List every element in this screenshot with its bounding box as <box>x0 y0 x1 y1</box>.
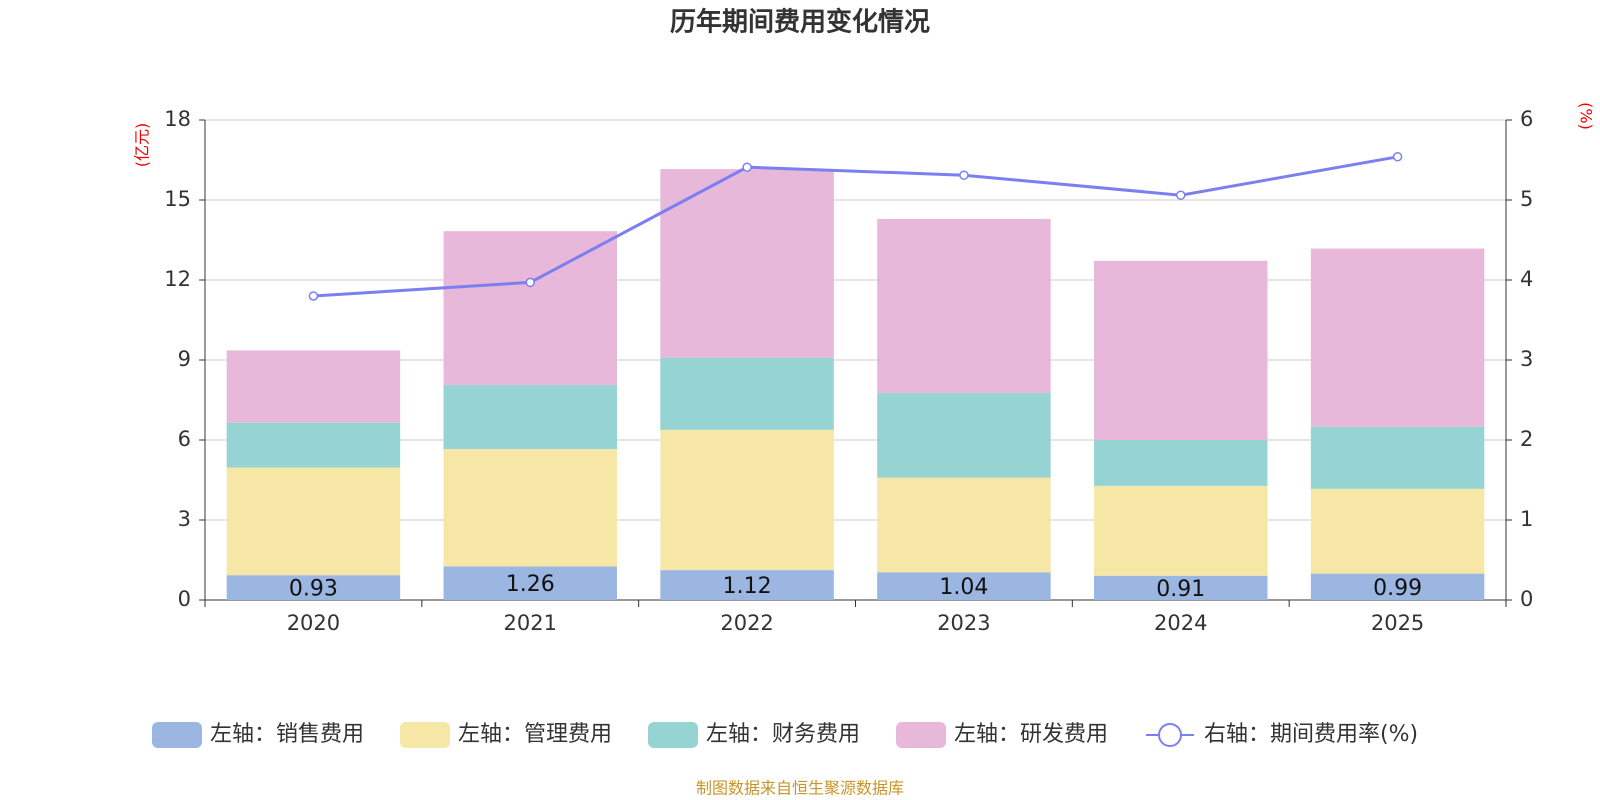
y-tick-label: 18 <box>164 107 191 131</box>
y2-tick-label: 0 <box>1520 587 1533 611</box>
bar-segment <box>660 570 834 600</box>
line-point <box>742 162 752 172</box>
data-label: 1.26 <box>506 572 555 597</box>
bar-segment <box>226 422 401 468</box>
source-note: 制图数据来自恒生聚源数据库 <box>696 779 904 798</box>
x-tick-label: 2024 <box>1154 611 1207 635</box>
legend-marker <box>400 722 450 748</box>
bar-segment <box>877 393 1051 478</box>
bar-segment <box>226 350 401 423</box>
y-tick-label: 3 <box>178 507 191 531</box>
line-point <box>959 170 969 180</box>
line-point <box>1392 152 1403 162</box>
line-point <box>308 291 319 301</box>
y2-tick-label: 1 <box>1520 507 1533 531</box>
data-label: 0.99 <box>1373 576 1422 601</box>
bar-segment <box>1094 575 1268 600</box>
legend-label: 左轴：研发费用 <box>954 722 1108 747</box>
bar-segment <box>443 566 617 600</box>
legend-label: 左轴：管理费用 <box>458 722 612 747</box>
bar-segment <box>1094 260 1268 440</box>
bar-segment <box>443 449 617 567</box>
data-label: 0.93 <box>289 577 338 602</box>
bar-segment <box>877 572 1051 600</box>
data-label: 0.91 <box>1156 577 1205 602</box>
bar-segment <box>443 231 617 386</box>
x-tick-label: 2023 <box>937 611 990 635</box>
data-label: 1.04 <box>939 575 988 600</box>
bar-segment <box>1310 248 1485 427</box>
x-tick-label: 2025 <box>1371 611 1424 635</box>
bar-segment <box>1094 440 1268 486</box>
bar-segment <box>877 218 1051 394</box>
y2-tick-label: 6 <box>1520 107 1533 131</box>
legend-marker <box>1158 723 1182 747</box>
x-tick-label: 2020 <box>287 611 340 635</box>
legend-label: 右轴：期间费用率(%) <box>1204 722 1418 747</box>
y2-axis-label: (%) <box>1577 102 1596 130</box>
legend-marker <box>648 722 698 748</box>
bar-segment <box>660 169 834 358</box>
y-axis-label: (亿元) <box>133 123 152 168</box>
line-point <box>525 277 535 288</box>
y-tick-label: 9 <box>178 347 191 371</box>
legend-label: 左轴：销售费用 <box>210 722 364 747</box>
bar-segment <box>660 357 834 430</box>
y-tick-label: 12 <box>164 267 191 291</box>
legend-marker <box>896 722 946 748</box>
y2-tick-label: 4 <box>1520 267 1533 291</box>
bar-segment <box>660 429 834 571</box>
y2-tick-label: 3 <box>1520 347 1533 371</box>
bar-segment <box>226 467 401 576</box>
bar-segment <box>226 575 401 600</box>
bar-segment <box>1094 485 1268 576</box>
x-tick-label: 2022 <box>720 611 773 635</box>
y2-tick-label: 2 <box>1520 427 1533 451</box>
y2-tick-label: 5 <box>1520 187 1533 211</box>
legend-label: 左轴：财务费用 <box>706 722 860 747</box>
bar-segment <box>1310 426 1485 489</box>
y-tick-label: 0 <box>178 587 191 611</box>
bar-segment <box>443 385 617 450</box>
x-tick-label: 2021 <box>504 611 557 635</box>
y-tick-label: 6 <box>178 427 191 451</box>
bar-segment <box>877 477 1051 573</box>
legend-marker <box>152 722 202 748</box>
bar-segment <box>1310 573 1485 600</box>
bar-segment <box>1310 488 1485 574</box>
line-point <box>1176 190 1186 200</box>
y-tick-label: 15 <box>164 187 191 211</box>
data-label: 1.12 <box>723 574 772 599</box>
chart-title: 历年期间费用变化情况 <box>670 7 930 38</box>
line-series <box>313 155 1398 298</box>
